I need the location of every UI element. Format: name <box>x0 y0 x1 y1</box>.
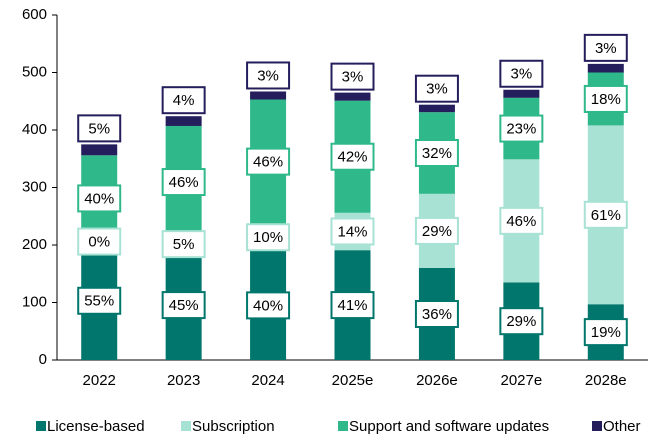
legend-swatch <box>36 421 46 431</box>
data-label-box <box>161 86 206 115</box>
legend-swatch <box>181 421 191 431</box>
data-label-box <box>77 114 122 143</box>
data-label-box <box>161 291 206 320</box>
x-tick-label: 2025e <box>332 372 374 389</box>
data-label: 23% <box>506 121 536 138</box>
data-label-box <box>499 307 544 336</box>
data-label: 3% <box>426 81 448 98</box>
bar-segment <box>165 116 202 126</box>
bar-segment <box>250 91 287 100</box>
x-tick-label: 2026e <box>416 372 458 389</box>
data-label: 46% <box>169 174 199 191</box>
data-label: 40% <box>253 297 283 314</box>
data-label-box <box>414 216 459 245</box>
data-label-box <box>246 223 291 252</box>
bar-segment <box>418 104 455 113</box>
data-label: 3% <box>595 40 617 57</box>
data-label-box <box>330 291 375 320</box>
data-label-box <box>583 200 628 229</box>
data-label: 3% <box>342 69 364 86</box>
x-tick-label: 2027e <box>500 372 542 389</box>
data-label: 29% <box>422 223 452 240</box>
data-label-box <box>583 84 628 113</box>
legend-swatch <box>592 421 602 431</box>
bar-segment <box>587 63 624 73</box>
data-label-box <box>414 74 459 103</box>
data-label: 46% <box>253 154 283 171</box>
data-label-box <box>583 33 628 62</box>
data-label-box <box>499 114 544 143</box>
data-label: 32% <box>422 145 452 162</box>
legend-swatch <box>338 421 348 431</box>
data-label-box <box>499 59 544 88</box>
data-label: 0% <box>88 234 110 251</box>
legend-label: Support and software updates <box>349 418 549 435</box>
legend-label: Other <box>603 418 641 435</box>
data-label-box <box>246 291 291 320</box>
data-label-box <box>414 300 459 328</box>
data-label: 46% <box>506 213 536 230</box>
data-label: 18% <box>591 91 621 108</box>
data-label: 14% <box>337 223 367 240</box>
data-label-box <box>246 147 291 176</box>
y-tick-label: 300 <box>22 178 47 195</box>
y-tick-label: 400 <box>22 121 47 138</box>
legend-label: Subscription <box>192 418 275 435</box>
data-label-box <box>77 227 122 256</box>
x-tick-label: 2023 <box>167 372 200 389</box>
x-tick-label: 2022 <box>83 372 116 389</box>
data-label-box <box>330 62 375 91</box>
data-label-box <box>499 206 544 235</box>
data-label: 41% <box>337 297 367 314</box>
legend-label: License-based <box>47 418 145 435</box>
data-label: 36% <box>422 306 452 323</box>
data-label-box <box>330 142 375 171</box>
data-label: 42% <box>337 149 367 166</box>
x-tick-label: 2028e <box>585 372 627 389</box>
y-tick-label: 500 <box>22 63 47 80</box>
data-label-box <box>330 217 375 246</box>
data-label-box <box>414 139 459 167</box>
data-label: 40% <box>84 190 114 207</box>
data-label: 10% <box>253 229 283 246</box>
data-label: 45% <box>169 297 199 314</box>
data-label-box <box>161 230 206 259</box>
x-tick-label: 2024 <box>251 372 284 389</box>
data-label: 29% <box>506 313 536 330</box>
data-label-box <box>161 168 206 197</box>
y-tick-label: 0 <box>39 351 47 368</box>
data-label-box <box>583 318 628 347</box>
data-label: 61% <box>591 207 621 224</box>
y-tick-label: 100 <box>22 293 47 310</box>
data-label: 5% <box>173 236 195 253</box>
data-label-box <box>77 184 122 213</box>
bar-segment <box>81 144 118 156</box>
bar-segment <box>334 92 371 101</box>
data-label: 4% <box>173 92 195 109</box>
bar-segment <box>503 89 540 98</box>
data-label: 3% <box>257 67 279 84</box>
data-label: 5% <box>88 120 110 137</box>
y-tick-label: 200 <box>22 236 47 253</box>
data-label: 55% <box>84 293 114 310</box>
data-label-box <box>246 61 291 90</box>
y-tick-label: 600 <box>22 6 47 23</box>
data-label: 19% <box>591 324 621 341</box>
data-label: 3% <box>511 66 533 83</box>
data-label-box <box>77 286 122 315</box>
